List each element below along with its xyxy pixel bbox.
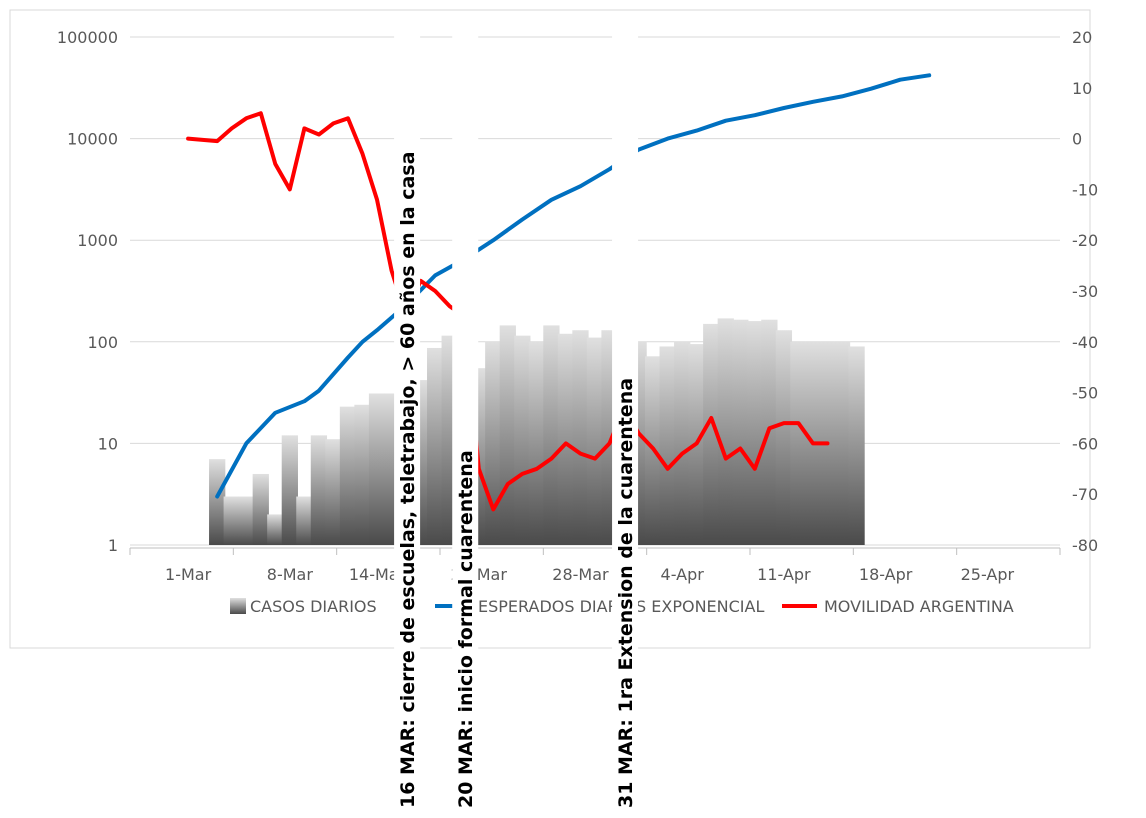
bar-casos-diarios [833,341,851,545]
bar-casos-diarios [703,323,720,545]
bar-casos-diarios [586,337,604,545]
y-left-tick-label: 1 [108,536,118,555]
y-left-tick-label: 100000 [57,28,118,47]
bar-casos-diarios [267,514,284,545]
bar-casos-diarios [427,347,444,545]
bar-casos-diarios [674,341,691,545]
y-right-tick-label: 10 [1072,79,1092,98]
x-tick-label: 1-Mar [165,565,212,584]
bar-casos-diarios [775,330,793,545]
annotation-strip [612,30,639,818]
y-left-tick-label: 100 [87,333,118,352]
y-right-tick-label: -30 [1072,282,1098,301]
annotations: 16 MAR: cierre de escuelas, teletrabajo,… [394,30,639,818]
bar-casos-diarios [746,321,763,545]
bar-casos-diarios [499,325,516,545]
y-left-tick-label: 10 [98,434,118,453]
y-right-tick-label: -50 [1072,384,1098,403]
annotation-strip [394,30,421,818]
bar-casos-diarios [252,473,269,545]
x-tick-label: 18-Apr [859,565,913,584]
y-right-tick-label: -10 [1072,180,1098,199]
bar-casos-diarios [732,319,749,545]
bar-casos-diarios [368,393,386,545]
y-right-tick-label: 20 [1072,28,1092,47]
annotation-text: 20 MAR: inicio formal cuarentena [455,450,477,808]
bar-casos-diarios [717,318,734,545]
y-right-tick-label: -80 [1072,536,1098,555]
legend-label-casos: CASOS DIARIOS [250,597,377,616]
bar-casos-diarios [572,330,589,545]
x-tick-label: 28-Mar [552,565,609,584]
y-axis-right-ticks: 20 10 0 -10 -20 -30 -40 -50 -60 -70 -80 [1072,28,1098,555]
y-axis-left-ticks: 100000 10000 1000 100 10 1 [57,28,118,555]
bar-casos-diarios [485,341,502,545]
bar-casos-diarios [848,346,865,545]
x-tick-label: 14-Mar [349,565,406,584]
bar-casos-diarios [325,439,342,545]
axes [129,547,1061,555]
annotation-text: 31 MAR: 1ra Extension de la cuarentena [615,378,637,808]
bar-casos-diarios [223,496,240,545]
x-tick-label: 25-Apr [961,565,1015,584]
x-axis-ticks: 1-Mar 8-Mar 14-Mar 21-Mar 28-Mar 4-Apr 11-Apr 1… [165,565,1014,584]
line-esperados-diarios [215,73,932,499]
bar-casos-diarios [514,335,531,545]
bar-casos-diarios [528,341,546,545]
y-left-tick-label: 10000 [67,130,118,149]
bar-casos-diarios [790,341,807,545]
bar-casos-diarios [339,406,357,545]
bar-casos-diarios [310,435,328,545]
annotation-text: 16 MAR: cierre de escuelas, teletrabajo,… [397,152,419,808]
x-tick-label: 8-Mar [267,565,314,584]
bar-casos-diarios [209,459,226,545]
y-right-tick-label: 0 [1072,130,1082,149]
bar-casos-diarios [543,325,560,545]
bar-casos-diarios [557,333,575,545]
bar-casos-diarios [659,346,676,545]
y-right-tick-label: -70 [1072,485,1098,504]
x-tick-label: 11-Apr [757,565,811,584]
bar-casos-diarios [296,496,313,545]
annotation-strip [452,30,479,818]
line-movilidad-argentina [186,111,830,512]
y-right-tick-label: -40 [1072,333,1098,352]
legend-label-movilidad: MOVILIDAD ARGENTINA [824,597,1014,616]
y-right-tick-label: -60 [1072,434,1098,453]
y-right-tick-label: -20 [1072,231,1098,250]
bar-casos-diarios [281,435,298,545]
series-lines [186,73,932,512]
x-tick-label: 4-Apr [661,565,705,584]
y-left-tick-label: 1000 [77,231,118,250]
legend-swatch-casos [230,598,246,614]
bar-casos-diarios [354,404,371,545]
bar-casos-diarios [238,496,255,545]
